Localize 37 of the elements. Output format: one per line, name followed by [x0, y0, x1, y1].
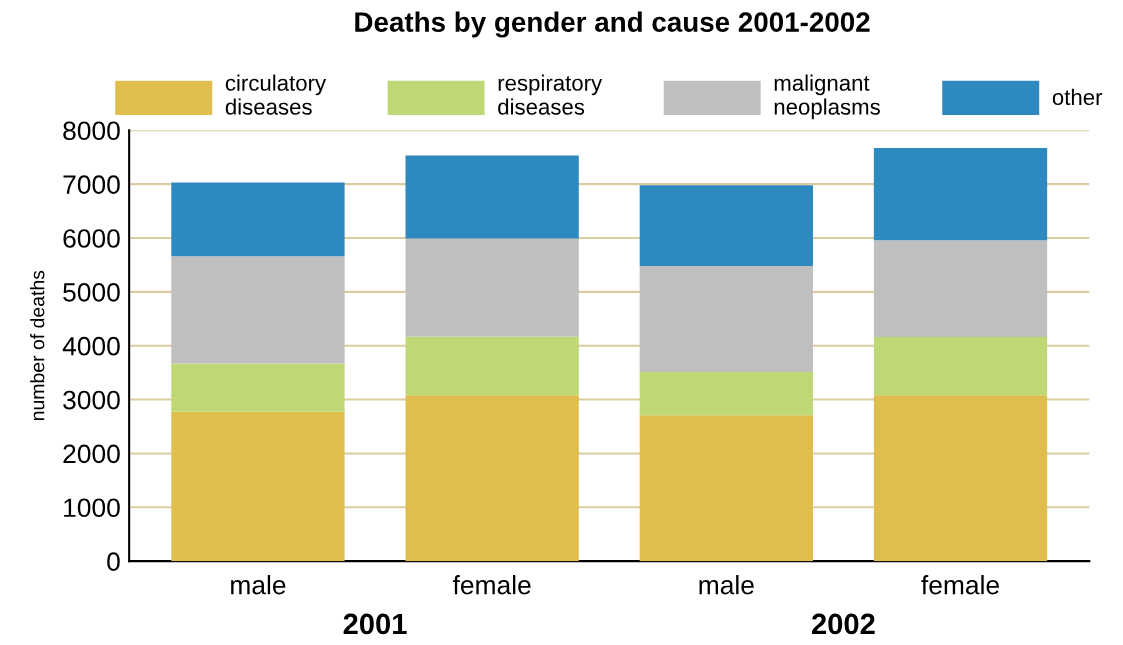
bar [639, 266, 813, 373]
bar [405, 395, 579, 562]
legend-label: other [1052, 88, 1103, 106]
bar [405, 238, 579, 337]
legend-label: circulatory diseases [225, 74, 327, 115]
y-tick-label: 6000 [63, 229, 120, 248]
bar [171, 363, 345, 412]
x-tick-label: male [699, 575, 754, 595]
bar [171, 411, 345, 562]
bar [171, 182, 345, 257]
bar [639, 372, 813, 416]
bar [405, 336, 579, 396]
y-tick-label: 1000 [64, 498, 120, 518]
y-tick-label: 3000 [63, 390, 120, 410]
bar [405, 155, 579, 239]
chart-title: Deaths by gender and cause 2001-2002 [355, 11, 870, 38]
y-tick-label: 0 [107, 552, 120, 571]
y-tick-label: 8000 [63, 121, 120, 141]
legend-label: respiratory diseases [498, 74, 603, 115]
bar [639, 415, 813, 562]
bar [873, 148, 1048, 241]
text: 2001 [343, 613, 407, 635]
bar [873, 395, 1048, 562]
y-tick-label: 7000 [63, 175, 120, 194]
bar [639, 185, 813, 267]
y-tick-label: 4000 [62, 336, 120, 356]
bar [873, 240, 1048, 338]
x-tick-label: female [921, 575, 999, 595]
bar [171, 256, 345, 364]
y-axis-title: number of deaths [30, 270, 45, 421]
y-tick-label: 2000 [63, 444, 120, 464]
bar [873, 337, 1048, 396]
x-tick-label: female [452, 575, 531, 595]
x-tick-label: male [231, 575, 286, 595]
y-tick-label: 5000 [63, 283, 120, 302]
text: 2002 [811, 613, 875, 635]
legend-label: malignant neoplasms [774, 74, 880, 120]
